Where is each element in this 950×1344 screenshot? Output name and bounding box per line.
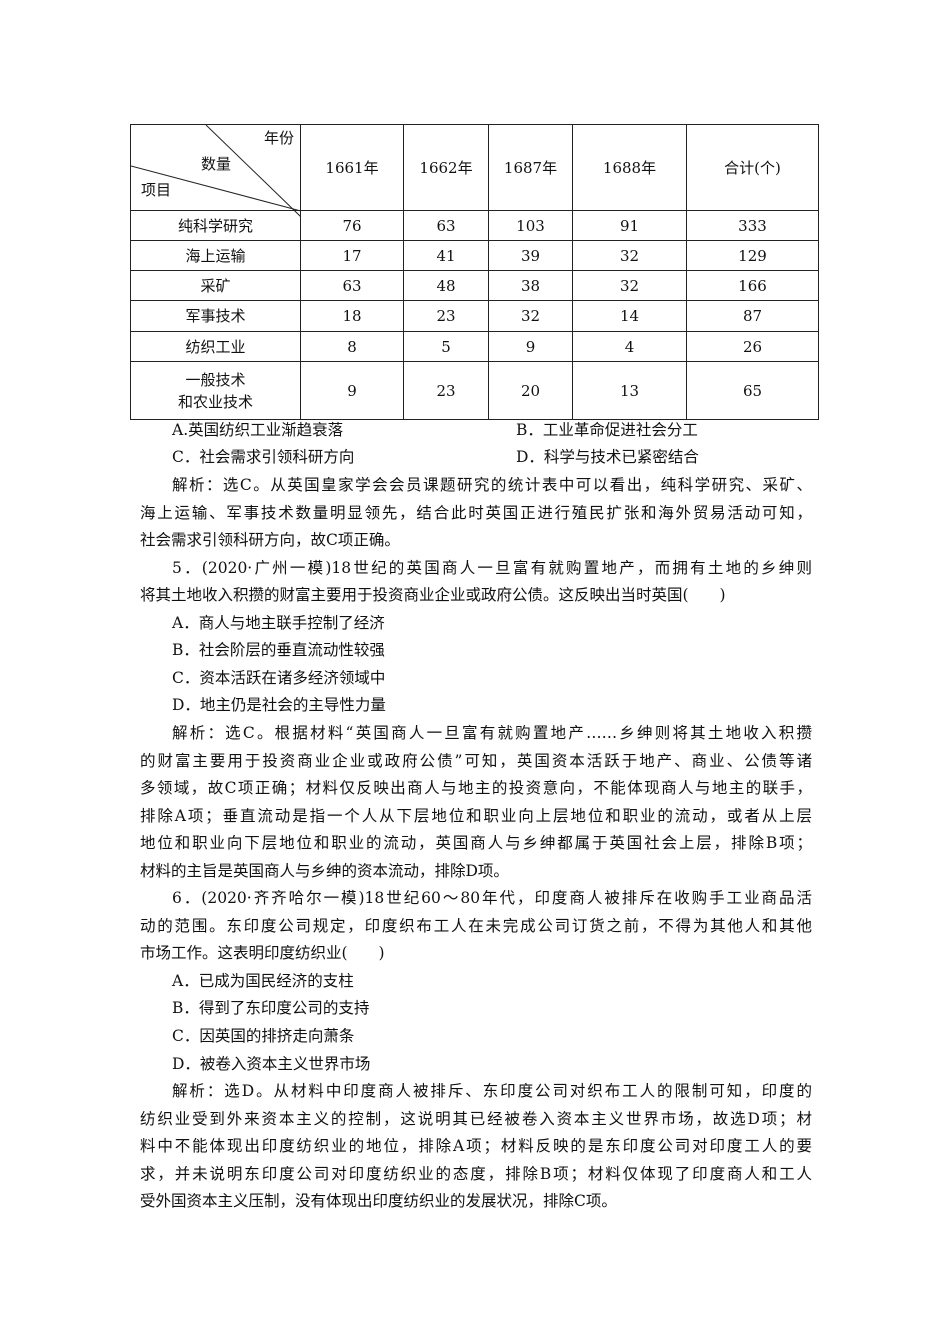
cell: 166 [686, 270, 819, 301]
text-line: 市场工作。这表明印度纺织业( ) [140, 944, 385, 963]
cell: 20 [488, 361, 573, 420]
header-cell: 1688年 [572, 124, 687, 211]
text-line: 6．(2020·齐齐哈尔一模)18世纪60～80年代，印度商人被排斥在收购手工业… [172, 889, 812, 908]
text-line: 纺织业受到外来资本主义的控制，这说明其已经被卷入资本主义世界市场，故选D项；材 [140, 1109, 812, 1128]
text-line: 材料的主旨是英国商人与乡绅的资本流动，排除D项。 [140, 861, 509, 880]
text-line: 解析：选C。从英国皇家学会会员课题研究的统计表中可以看出，纯科学研究、采矿、 [172, 476, 812, 494]
cell: 18 [300, 300, 404, 332]
text-line: 排除A项；垂直流动是指一个人从下层地位和职业向上层地位和职业的流动，或者从上层 [140, 806, 812, 825]
table-header-row: 年份 数量 项目 1661年 1662年 1687年 1688年 合计(个) [130, 124, 819, 217]
cell: 32 [572, 240, 687, 271]
cell: 63 [300, 270, 404, 301]
text-line: 地位和职业向下层地位和职业的流动，英国商人与乡绅都属于英国社会上层，排除B项； [140, 834, 812, 853]
row-label: 纺织工业 [130, 331, 301, 362]
cell: 14 [572, 300, 687, 332]
cell: 23 [403, 361, 489, 420]
table-row: 一般技术和农业技术 9 23 20 13 65 [130, 361, 819, 420]
corner-item-label: 项目 [141, 181, 172, 199]
header-cell: 1662年 [403, 124, 489, 211]
header-cell: 1687年 [488, 124, 573, 211]
cell: 41 [403, 240, 489, 271]
cell: 9 [488, 331, 573, 362]
text-line: 解析：选D。从材料中印度商人被排斥、东印度公司对织布工人的限制可知，印度的 [172, 1082, 812, 1101]
text-line: B．社会阶层的垂直流动性较强 [172, 641, 385, 660]
table-row: 海上运输 17 41 39 32 129 [130, 240, 819, 271]
text-line: A．已成为国民经济的支柱 [172, 971, 354, 990]
cell: 103 [488, 210, 573, 241]
text-line: 多领域，故C项正确；材料仅反映出商人与地主的投资意向，不能体现商人与地主的联手， [140, 779, 812, 798]
text-line: D．被卷入资本主义世界市场 [172, 1054, 371, 1073]
cell: 32 [488, 300, 573, 332]
cell: 17 [300, 240, 404, 271]
q4-option-b: B．工业革命促进社会分工 [516, 421, 698, 439]
row-label-line: 和农业技术 [177, 392, 253, 411]
cell: 39 [488, 240, 573, 271]
cell: 5 [403, 331, 489, 362]
cell: 38 [488, 270, 573, 301]
text-line: 的财富主要用于投资商业企业或政府公债”可知，英国资本活跃于地产、商业、公债等诸 [140, 751, 812, 770]
header-cell: 1661年 [300, 124, 404, 211]
text-line: C．因英国的排挤走向萧条 [172, 1027, 355, 1045]
q4-option-c: C．社会需求引领科研方向 [172, 448, 355, 466]
corner-cell: 年份 数量 项目 [130, 124, 301, 217]
row-label: 军事技术 [130, 300, 301, 332]
cell: 76 [300, 210, 404, 241]
row-label: 一般技术 和农业技术 [130, 361, 301, 420]
statistics-table: 年份 数量 项目 1661年 1662年 1687年 1688年 合计(个) 纯… [130, 124, 819, 420]
table-row: 纺织工业 8 5 9 4 26 [130, 331, 819, 362]
table-row: 采矿 63 48 38 32 166 [130, 270, 819, 301]
text-line: C．资本活跃在诸多经济领域中 [172, 668, 386, 687]
row-label: 纯科学研究 [130, 210, 301, 241]
diagonal-lines [131, 125, 301, 217]
text-line: 受外国资本主义压制，没有体现出印度纺织业的发展状况，排除C项。 [140, 1192, 617, 1211]
text-line: 料中不能体现出印度纺织业的地位，排除A项；材料反映的是东印度公司对印度工人的要 [140, 1137, 812, 1156]
row-label: 海上运输 [130, 240, 301, 271]
cell: 9 [300, 361, 404, 420]
cell: 63 [403, 210, 489, 241]
q4-option-a: A.英国纺织工业渐趋衰落 [172, 421, 344, 439]
cell: 65 [686, 361, 819, 420]
corner-quantity-label: 数量 [201, 155, 232, 173]
cell: 48 [403, 270, 489, 301]
cell: 13 [572, 361, 687, 420]
text-line: 动的范围。东印度公司规定，印度织布工人在未完成公司订货之前，不得为其他人和其他 [140, 916, 812, 935]
text-line: A．商人与地主联手控制了经济 [172, 613, 385, 632]
corner-year-label: 年份 [263, 129, 294, 147]
text-line: 解析：选C。根据材料“英国商人一旦富有就购置地产……乡绅则将其土地收入积攒 [172, 723, 812, 742]
cell: 8 [300, 331, 404, 362]
table-row: 军事技术 18 23 32 14 87 [130, 300, 819, 332]
text-line: 社会需求引领科研方向，故C项正确。 [140, 531, 400, 550]
cell: 333 [686, 210, 819, 241]
row-label-line: 一般技术 [185, 370, 246, 389]
table-row: 纯科学研究 76 63 103 91 333 [130, 210, 819, 241]
q4-option-d: D．科学与技术已紧密结合 [516, 448, 699, 466]
text-line: 5．(2020·广州一模)18世纪的英国商人一旦富有就购置地产，而拥有土地的乡绅… [172, 558, 812, 577]
text-line: 将其土地收入积攒的财富主要用于投资商业企业或政府公债。这反映出当时英国( ) [140, 586, 726, 605]
text-line: B．得到了东印度公司的支持 [172, 999, 370, 1018]
cell: 32 [572, 270, 687, 301]
text-line: D．地主仍是社会的主导性力量 [172, 696, 386, 715]
cell: 23 [403, 300, 489, 332]
cell: 26 [686, 331, 819, 362]
row-label: 采矿 [130, 270, 301, 301]
cell: 91 [572, 210, 687, 241]
cell: 129 [686, 240, 819, 271]
cell: 4 [572, 331, 687, 362]
text-line: 海上运输、军事技术数量明显领先，结合此时英国正进行殖民扩张和海外贸易活动可知， [140, 503, 812, 522]
text-line: 求，并未说明东印度公司对印度纺织业的态度，排除B项；材料仅体现了印度商人和工人 [140, 1164, 812, 1183]
cell: 87 [686, 300, 819, 332]
header-cell: 合计(个) [686, 124, 819, 211]
